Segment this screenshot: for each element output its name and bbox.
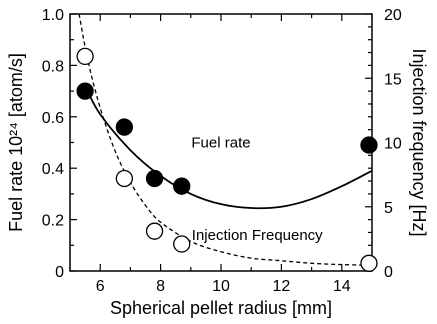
y-right-tick-label: 5 (384, 200, 393, 217)
fuel-rate-point (145, 169, 164, 188)
y-right-tick-label: 15 (384, 71, 402, 88)
text-labels: 6 8 10 12 14 0 0.2 0.4 0.6 0.8 1.0 0 5 10 15 20 Fuel rat… (6, 7, 429, 318)
injection-frequency-point (360, 254, 378, 272)
injection-frequency-point (76, 47, 94, 66)
fuel-rate-point (115, 118, 134, 136)
data-markers (76, 47, 378, 272)
injection-frequency-point (115, 169, 134, 188)
y-left-tick-label: 1.0 (42, 7, 64, 24)
x-tick-label: 14 (333, 278, 351, 295)
injection-frequency-point (145, 222, 164, 240)
y-left-tick-label: 0.6 (42, 110, 64, 127)
y-right-tick-label: 0 (384, 264, 393, 281)
x-tick-label: 10 (212, 278, 230, 295)
fuel-rate-point (76, 82, 94, 100)
y-left-tick-label: 0.4 (42, 161, 64, 178)
injection-frequency-point (173, 235, 191, 253)
annotation-injection-frequency: Injection Frequency (192, 227, 323, 244)
y-left-tick-label: 0 (55, 264, 64, 281)
annotation-fuel-rate: Fuel rate (191, 135, 250, 152)
fit-curve-injection-frequency (78, 14, 372, 266)
fit-curve-fuel-rate (84, 85, 372, 210)
x-tick-label: 6 (96, 278, 105, 295)
y-left-axis-title: Fuel rate 10²⁴ [atom/s] (6, 53, 26, 232)
y-right-tick-label: 10 (384, 136, 402, 153)
x-tick-label: 8 (156, 278, 165, 295)
fuel-rate-point (173, 177, 191, 195)
x-axis-title: Spherical pellet radius [mm] (110, 298, 332, 318)
y-right-axis-title: Injection frequency [Hz] (409, 48, 429, 236)
y-left-tick-label: 0.2 (42, 213, 64, 230)
y-left-tick-label: 0.8 (42, 58, 64, 75)
fuel-rate-point (360, 136, 378, 154)
y-right-tick-label: 20 (384, 7, 402, 24)
x-tick-label: 12 (273, 278, 291, 295)
fit-curves (78, 14, 372, 266)
